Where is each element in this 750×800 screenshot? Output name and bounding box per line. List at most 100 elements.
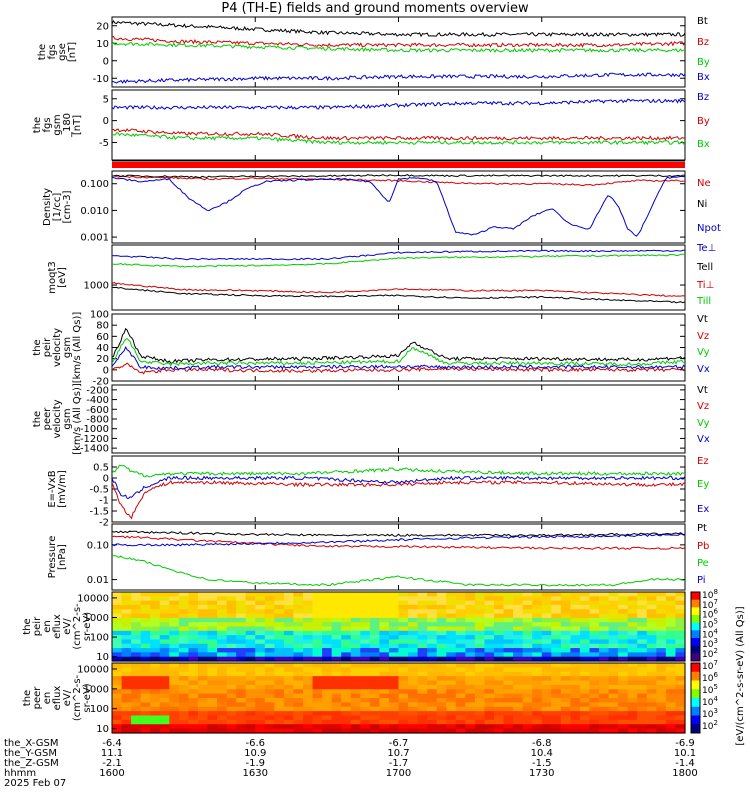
- heatmap-cell: [207, 639, 218, 645]
- heatmap-cell: [350, 702, 361, 708]
- heatmap-cell: [360, 613, 371, 619]
- heatmap-cell: [408, 667, 419, 673]
- heatmap-cell: [322, 639, 333, 645]
- heatmap-cell: [589, 613, 600, 619]
- heatmap-cell: [494, 676, 505, 682]
- heatmap-cell: [484, 706, 495, 712]
- heatmap-cell: [675, 667, 686, 673]
- legend-entry: Pe: [697, 558, 709, 569]
- heatmap-cell: [436, 622, 447, 628]
- heatmap-cell: [675, 652, 686, 658]
- heatmap-cell: [369, 706, 380, 712]
- heatmap-cell: [494, 667, 505, 673]
- heatmap-cell: [513, 702, 524, 708]
- series-line: [112, 327, 685, 364]
- colorbar-segment: [691, 698, 700, 708]
- heatmap-cell: [503, 711, 514, 717]
- colorbar-frame: [690, 662, 701, 734]
- heatmap-cell: [207, 676, 218, 682]
- heatmap-cell: [494, 693, 505, 699]
- heatmap-cell: [322, 676, 333, 682]
- heatmap-cell: [665, 680, 677, 686]
- heatmap-cell: [474, 630, 486, 636]
- heatmap-cell: [159, 626, 170, 632]
- heatmap-cell: [608, 684, 619, 690]
- heatmap-cell: [131, 592, 142, 597]
- heatmap-cell: [618, 667, 629, 673]
- heatmap-cell: [112, 719, 123, 725]
- heatmap-cell: [560, 630, 571, 636]
- heatmap-cell: [398, 604, 409, 610]
- heatmap-cell: [417, 635, 428, 641]
- heatmap-cell: [665, 656, 677, 662]
- heatmap-cell: [522, 630, 533, 636]
- series-line: [112, 555, 685, 587]
- heatmap-cell: [599, 711, 610, 717]
- heatmap-cell: [408, 617, 419, 623]
- heatmap-cell: [579, 596, 591, 602]
- heatmap-cell: [217, 639, 228, 645]
- heatmap-cell: [494, 613, 505, 619]
- heatmap-cell: [388, 689, 400, 695]
- heatmap-cell: [474, 706, 486, 712]
- x-tick-label: -2.1: [102, 758, 122, 769]
- heatmap-cell: [541, 643, 552, 649]
- heatmap-cell: [341, 656, 352, 662]
- heatmap-cell: [455, 706, 466, 712]
- heatmap-cell: [159, 680, 170, 686]
- heatmap-cell: [608, 617, 619, 623]
- heatmap-cell: [570, 689, 581, 695]
- heatmap-cell: [608, 702, 619, 708]
- heatmap-cell: [169, 652, 180, 658]
- heatmap-cell: [369, 626, 380, 632]
- heatmap-cell: [551, 689, 562, 695]
- heatmap-cell: [618, 719, 629, 725]
- series-line: [112, 19, 685, 38]
- heatmap-cell: [303, 613, 314, 619]
- heatmap-cell: [618, 715, 629, 721]
- heatmap-cell: [159, 689, 170, 695]
- heatmap-cell: [675, 671, 686, 677]
- heatmap-cell: [522, 622, 533, 628]
- heatmap-cell: [675, 676, 686, 682]
- y-tick-label: -800: [86, 415, 109, 426]
- heatmap-cell: [341, 663, 352, 668]
- heatmap-cell: [551, 592, 562, 597]
- heatmap-cell: [646, 715, 657, 721]
- heatmap-cell: [255, 671, 266, 677]
- heatmap-cell: [398, 663, 409, 668]
- heatmap-cell: [417, 689, 428, 695]
- heatmap-cell: [646, 719, 657, 725]
- heatmap-cell: [484, 667, 495, 673]
- y-axis-label: velocity: [52, 399, 63, 438]
- heatmap-cell: [255, 626, 266, 632]
- heatmap-cell: [656, 684, 667, 690]
- heatmap-cell: [236, 728, 247, 734]
- heatmap-cell: [465, 715, 476, 721]
- heatmap-cell: [665, 702, 677, 708]
- heatmap-cell: [369, 680, 380, 686]
- heatmap-cell: [178, 600, 189, 606]
- heatmap-cell: [503, 676, 514, 682]
- heatmap-cell: [465, 693, 476, 699]
- heatmap-cell: [331, 728, 342, 734]
- heatmap-cell: [503, 604, 514, 610]
- heatmap-cell: [455, 613, 466, 619]
- heatmap-cell: [589, 635, 600, 641]
- heatmap-cell: [484, 680, 495, 686]
- heatmap-cell: [360, 693, 371, 699]
- heatmap-cell: [178, 604, 189, 610]
- heatmap-cell: [178, 671, 189, 677]
- heatmap-cell: [388, 698, 400, 703]
- heatmap-cell: [121, 630, 132, 636]
- heatmap-cell: [408, 626, 419, 632]
- heatmap-cell: [360, 702, 371, 708]
- heatmap-cell: [159, 724, 170, 730]
- y-tick-label: 0.100: [80, 179, 109, 190]
- y-axis-label: eV/: [62, 618, 73, 635]
- heatmap-cell: [341, 639, 352, 645]
- heatmap-cell: [188, 693, 199, 699]
- heatmap-cell: [398, 652, 409, 658]
- heatmap-cell: [408, 693, 419, 699]
- heatmap-cell: [264, 711, 275, 717]
